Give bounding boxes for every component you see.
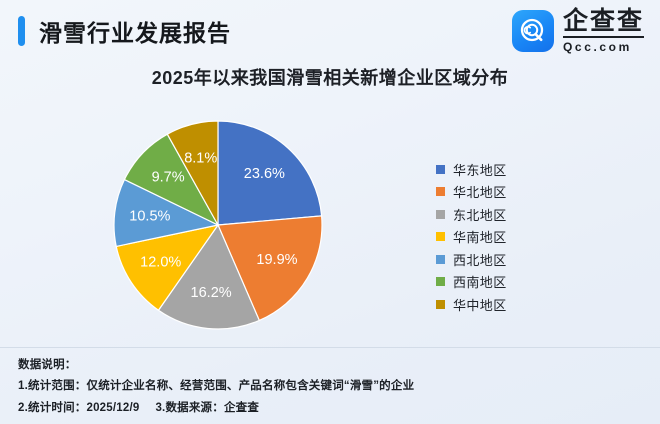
pie-slice [166,120,219,228]
legend-item-label: 华北地区 [453,185,507,200]
legend-swatch-icon [436,209,445,219]
brand-name-en: Qcc.com [562,39,632,54]
brand-logo: 企查查 Qcc.com [511,8,644,54]
qcc-circle-logo-icon [511,10,554,53]
chart-title: 2025年以来我国滑雪相关新增企业区域分布 [151,68,509,88]
brand-text: 企查查 Qcc.com [562,8,644,54]
legend-swatch-icon [436,299,445,309]
page-header: 滑雪行业发展报告 [0,0,660,62]
pie-slice [217,120,323,226]
data-notes-heading: 数据说明： [18,359,77,371]
legend-item-label: 华中地区 [453,297,507,313]
pie-slice [157,223,261,330]
pie-chart-svg: 23.6% 19.9% 16.2% 12.0% 10.5% 9.7% 8.1% [113,120,323,330]
pie-slice-label: 23.6% [244,166,285,182]
pie-slice-label: 19.9% [256,252,297,268]
legend-item-label: 东北地区 [453,207,507,223]
chart-legend: 华东地区华北地区东北地区华南地区西北地区西南地区华中地区 [436,158,507,316]
pie-slice-label: 16.2% [191,285,232,301]
page-title: 滑雪行业发展报告 [39,20,231,46]
data-notes-source: 3.数据来源：企查查 [155,401,260,414]
legend-item-label: 华东地区 [453,162,507,178]
legend-item-label: 西南地区 [453,275,507,290]
pie-slice-label: 10.5% [129,208,170,224]
chart-area: 23.6% 19.9% 16.2% 12.0% 10.5% 9.7% 8.1% 华东地区华北… [0,100,660,340]
data-notes-time: 2.统计时间：2025/12/9 [18,401,140,414]
title-accent-bar [18,16,25,46]
data-notes-line-1: 1.统计范围：仅统计企业名称、经营范围、产品名称包含关键词“滑雪”的企业 [18,380,415,393]
legend-item[interactable]: 华南地区 [436,226,507,248]
legend-item[interactable]: 西南地区 [436,271,507,293]
legend-item[interactable]: 东北地区 [436,203,507,225]
pie-slice-label: 8.1% [184,150,217,166]
pie-slice-label: 12.0% [140,255,181,271]
pie-slice [113,178,220,248]
legend-item[interactable]: 华中地区 [436,293,507,315]
pie-slice [115,224,220,312]
legend-swatch-icon [436,232,445,241]
legend-item-label: 华南地区 [453,230,507,245]
legend-item[interactable]: 西北地区 [436,248,507,270]
legend-item-label: 西北地区 [453,252,507,268]
legend-swatch-icon [436,164,445,174]
data-notes-line-2: 2.统计时间：2025/12/9 3.数据来源：企查查 [18,400,642,416]
footer-divider [0,347,660,348]
pie-slice-label: 9.7% [152,170,185,186]
pie-slice [217,215,323,322]
data-notes: 数据说明： 1.统计范围：仅统计企业名称、经营范围、产品名称包含关键词“滑雪”的… [18,357,642,416]
legend-swatch-icon [436,254,445,264]
legend-item[interactable]: 华北地区 [436,181,507,203]
legend-item[interactable]: 华东地区 [436,158,507,180]
pie-chart: 23.6% 19.9% 16.2% 12.0% 10.5% 9.7% 8.1% [113,120,323,330]
brand-name-cn: 企查查 [562,8,644,38]
legend-swatch-icon [436,277,445,286]
legend-swatch-icon [436,187,445,196]
